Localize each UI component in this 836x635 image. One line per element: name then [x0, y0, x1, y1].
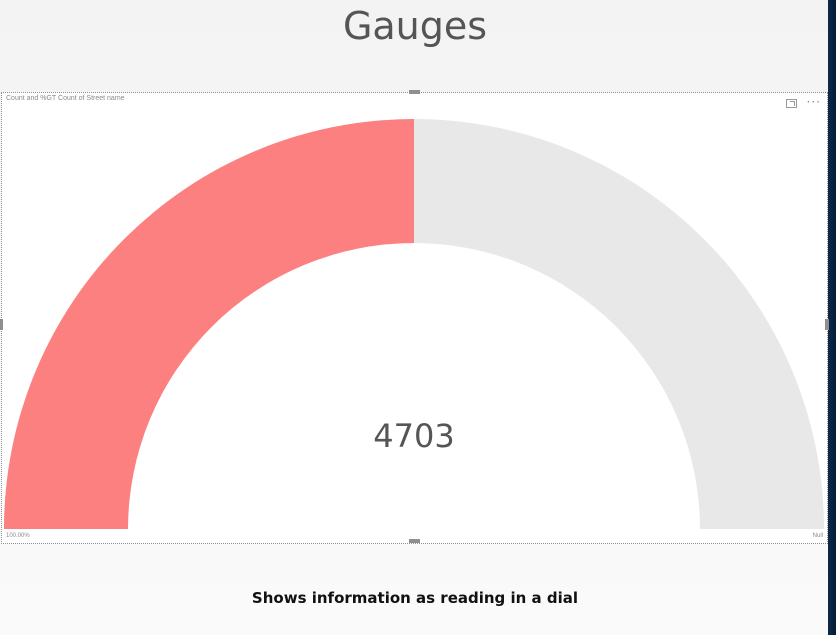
gauge-chart: 4703 — [4, 119, 824, 529]
slide-caption: Shows information as reading in a dial — [251, 589, 579, 607]
gauge-visual[interactable]: Count and %GT Count of Street name ··· 4… — [0, 90, 829, 544]
more-options-icon[interactable]: ··· — [806, 95, 821, 109]
resize-handle-right[interactable] — [825, 319, 829, 330]
gauge-min-label: 100.00% — [6, 533, 30, 539]
window-edge — [828, 0, 836, 635]
focus-mode-icon[interactable] — [786, 99, 797, 108]
gauge-max-label: Null — [812, 533, 823, 539]
gauge-value-label: 4703 — [373, 417, 454, 455]
gauge-fill — [4, 119, 414, 529]
resize-handle-left[interactable] — [0, 319, 3, 330]
resize-handle-bottom[interactable] — [409, 539, 420, 543]
resize-handle-top[interactable] — [409, 90, 420, 94]
visual-title: Count and %GT Count of Street name — [6, 95, 125, 102]
slide-title: Gauges — [342, 4, 488, 48]
